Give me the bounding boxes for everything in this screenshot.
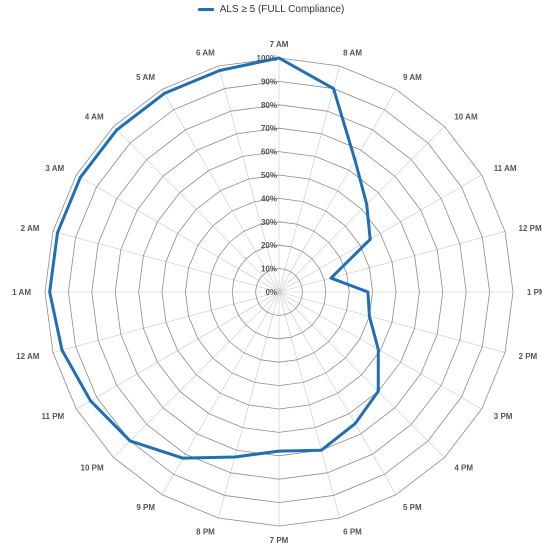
data-point <box>332 87 335 90</box>
category-label: 12 PM <box>519 224 542 233</box>
grid-ring <box>67 80 491 504</box>
category-label: 8 PM <box>196 528 215 537</box>
category-label: 6 AM <box>196 48 215 57</box>
category-label: 1 AM <box>12 288 31 297</box>
data-point <box>320 449 323 452</box>
category-label: 7 PM <box>270 536 289 545</box>
category-label: 3 AM <box>45 164 64 173</box>
data-point <box>56 231 59 234</box>
legend-swatch <box>197 8 214 11</box>
data-point <box>277 56 281 60</box>
category-label: 7 AM <box>270 40 289 49</box>
data-point <box>218 69 221 72</box>
radial-tick-label: 30% <box>261 218 277 227</box>
data-point <box>60 348 64 352</box>
data-point <box>377 348 380 351</box>
data-point <box>353 159 357 162</box>
grid-ring <box>161 174 397 410</box>
radial-tick-label: 100% <box>257 54 277 63</box>
category-label: 11 PM <box>42 412 65 421</box>
data-point <box>128 439 132 443</box>
data-point <box>48 290 51 294</box>
radial-tick-label: 80% <box>261 101 277 110</box>
data-point <box>377 390 380 393</box>
category-label: 10 PM <box>81 463 104 472</box>
grid-ring <box>184 197 374 387</box>
radial-tick-label: 10% <box>261 265 277 274</box>
data-point <box>233 455 236 459</box>
data-point <box>277 449 281 453</box>
category-label: 9 PM <box>136 503 155 512</box>
radial-tick-label: 70% <box>261 124 277 133</box>
category-label: 5 PM <box>403 503 422 512</box>
data-point <box>181 456 185 460</box>
legend: ALS ≥ 5 (FULL Compliance) <box>0 4 542 15</box>
data-point <box>163 92 166 95</box>
category-label: 2 PM <box>519 352 538 361</box>
category-label: 1 PM <box>527 288 542 297</box>
data-point <box>329 276 333 280</box>
grid-ring <box>208 221 350 363</box>
category-label: 10 AM <box>454 113 478 122</box>
data-point <box>368 315 371 318</box>
category-label: 3 PM <box>494 412 513 421</box>
category-label: 8 AM <box>343 48 362 57</box>
grid-ring <box>255 268 303 316</box>
category-label: 11 AM <box>494 164 517 173</box>
radial-tick-label: 60% <box>261 148 277 157</box>
grid-ring <box>91 104 467 480</box>
radial-tick-label: 90% <box>261 77 277 86</box>
data-point <box>368 238 372 241</box>
data-point <box>115 128 119 132</box>
data-point <box>366 290 370 294</box>
data-point <box>353 422 357 425</box>
grid-ring <box>138 151 420 433</box>
data-point <box>79 176 82 179</box>
radial-tick-label: 20% <box>261 241 277 250</box>
data-point <box>89 399 92 403</box>
grid-ring <box>231 244 327 340</box>
grid-ring <box>44 57 514 527</box>
category-label: 4 AM <box>85 113 104 122</box>
category-label: 4 PM <box>454 463 473 472</box>
data-point <box>365 203 368 206</box>
radial-tick-label: 40% <box>261 194 277 203</box>
grid-ring <box>114 127 444 457</box>
radial-tick-label: 0% <box>265 288 277 297</box>
radial-tick-label: 50% <box>261 171 277 180</box>
category-label: 5 AM <box>136 73 155 82</box>
category-label: 2 AM <box>21 224 40 233</box>
legend-label: ALS ≥ 5 (FULL Compliance) <box>219 4 345 15</box>
category-label: 9 AM <box>403 73 422 82</box>
category-label: 12 AM <box>16 352 40 361</box>
category-label: 6 PM <box>343 528 362 537</box>
